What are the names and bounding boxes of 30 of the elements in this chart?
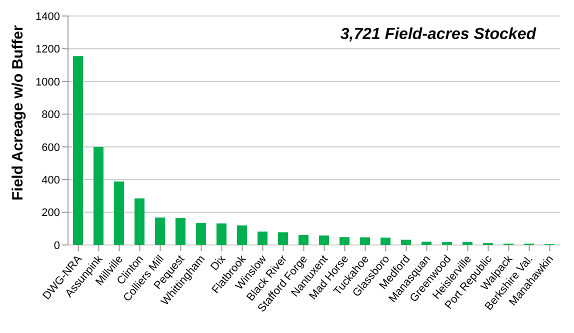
y-tick-label: 1200 [36,44,60,56]
bar [114,182,124,245]
bar [360,237,370,245]
bar [73,56,83,245]
bar [176,218,186,245]
bar [298,234,308,245]
bar [196,222,206,245]
bar [258,232,268,245]
bar [134,198,144,245]
bar [340,237,350,245]
bar [380,238,390,245]
bar [94,146,104,245]
y-tick-label: 600 [42,142,60,154]
bar [401,240,411,245]
y-tick-label: 400 [42,174,60,186]
bar [422,242,432,245]
y-tick-label: 1400 [36,10,60,23]
bar [319,236,329,245]
y-axis-title: Field Acreage w/o Buffer [9,25,26,200]
y-tick-label: 0 [54,240,60,252]
y-tick-label: 200 [42,207,60,220]
y-tick-label: 1000 [36,76,60,88]
bar [237,225,247,245]
bar [278,232,288,245]
bar [216,223,226,245]
annotation: 3,721 Field-acres Stocked [340,26,536,44]
y-tick-label: 800 [42,109,60,122]
bar [155,218,165,245]
bar [462,242,472,245]
bar [442,242,452,245]
